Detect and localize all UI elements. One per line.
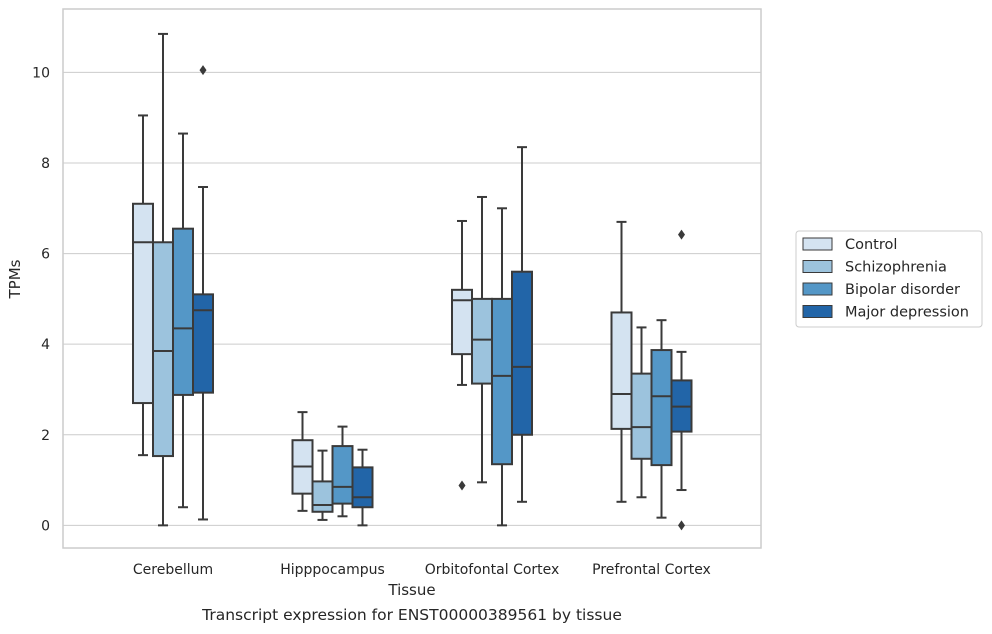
box-body — [630, 372, 653, 460]
box-schizophrenia — [630, 326, 653, 499]
legend-label: Control — [845, 237, 897, 253]
box-schizophrenia — [471, 195, 493, 484]
box-body — [471, 297, 493, 385]
box-body — [331, 445, 354, 505]
outlier-point — [199, 65, 207, 76]
x-tick-label: Hipppocampus — [280, 562, 385, 578]
y-axis-label: TPMs — [6, 259, 24, 299]
box-control — [451, 219, 473, 491]
legend-swatch — [802, 260, 833, 273]
box-major-depression — [511, 146, 533, 503]
legend-swatch — [802, 237, 833, 251]
box-bipolar-disorder — [172, 132, 194, 509]
box-major-depression — [670, 229, 693, 531]
box-body — [610, 311, 633, 430]
y-tick-label: 6 — [41, 247, 50, 263]
box-major-depression — [351, 448, 374, 527]
plot-area: 0 2 4 6 8 10 Cerebellum Hipppocampus Orbitofonta… — [32, 8, 762, 578]
y-tick-label: 0 — [41, 518, 50, 534]
box-body — [311, 480, 334, 513]
plot-frame — [62, 8, 762, 549]
y-tick-label: 8 — [41, 156, 50, 172]
box-body — [351, 466, 374, 509]
legend-swatch — [802, 282, 833, 296]
outlier-point — [458, 480, 466, 491]
box-bipolar-disorder — [491, 207, 513, 527]
box-control — [132, 114, 154, 457]
outlier-point — [678, 520, 685, 531]
y-tick-label: 2 — [41, 428, 50, 444]
y-tick-label: 10 — [32, 65, 50, 81]
box-body — [132, 202, 154, 405]
legend: Control Schizophrenia Bipolar disorder Majo… — [795, 230, 983, 328]
box-body — [192, 293, 214, 394]
box-body — [491, 297, 513, 466]
box-body — [172, 227, 194, 396]
box-schizophrenia — [311, 449, 334, 521]
box-body — [650, 349, 673, 467]
box-schizophrenia — [152, 32, 174, 527]
box-bipolar-disorder — [650, 319, 673, 519]
legend-frame — [795, 230, 983, 328]
box-body — [152, 241, 174, 458]
box-major-depression — [192, 65, 214, 521]
x-tick-label: Cerebellum — [133, 562, 213, 578]
legend-label: Schizophrenia — [845, 260, 947, 276]
legend-label: Major depression — [845, 305, 969, 321]
outlier-point — [678, 229, 685, 240]
y-tick-label: 4 — [41, 337, 50, 353]
x-axis-label: Tissue — [387, 581, 435, 599]
box-control — [291, 411, 314, 512]
box-plot-chart: 0 2 4 6 8 10 Cerebellum Hipppocampus Orbitofonta… — [6, 8, 983, 599]
box-body — [511, 270, 533, 436]
x-tick-label: Orbitofontal Cortex — [425, 562, 560, 578]
legend-label: Bipolar disorder — [845, 282, 960, 298]
x-tick-label: Prefrontal Cortex — [592, 562, 711, 578]
legend-swatch — [802, 305, 833, 318]
figure-caption: Transcript expression for ENST0000038956… — [202, 606, 622, 624]
box-control — [610, 220, 633, 503]
box-bipolar-disorder — [331, 425, 354, 518]
